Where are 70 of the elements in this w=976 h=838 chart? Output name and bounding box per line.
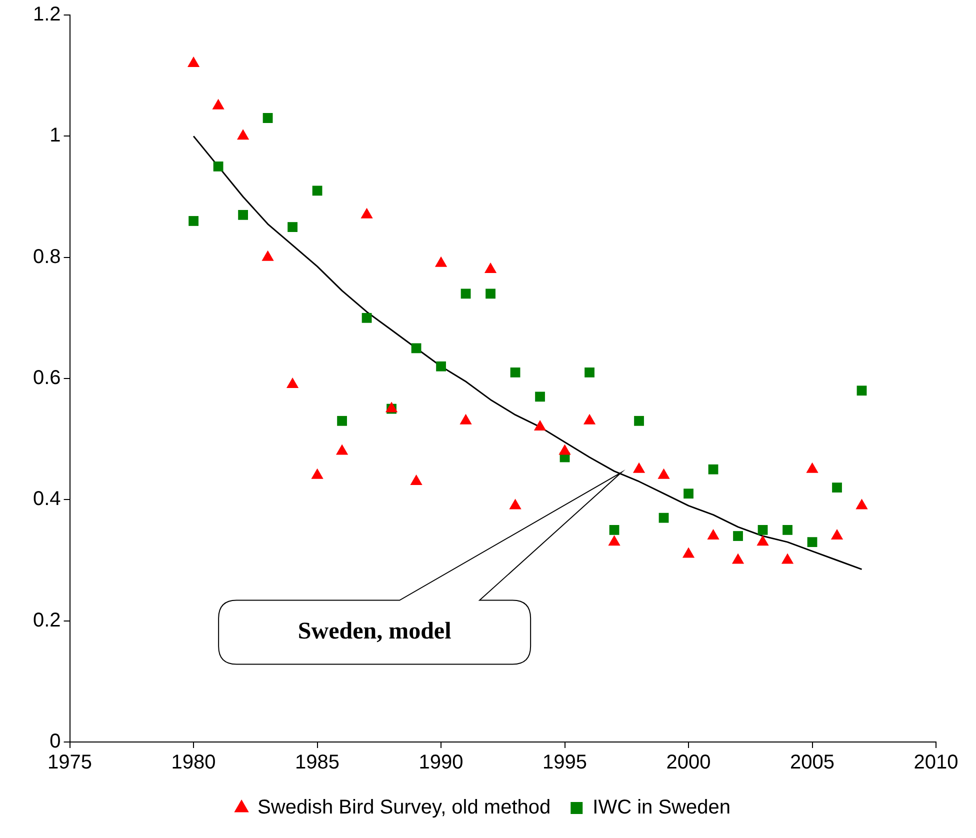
point bbox=[262, 250, 274, 261]
x-tick-label: 2005 bbox=[790, 752, 835, 774]
point bbox=[832, 482, 842, 492]
legend-label: IWC in Sweden bbox=[592, 796, 730, 819]
point bbox=[658, 468, 670, 479]
point bbox=[286, 378, 299, 388]
point bbox=[584, 367, 594, 378]
point bbox=[634, 416, 644, 426]
x-tick-label: 1980 bbox=[171, 752, 216, 774]
y-tick-label: 0 bbox=[50, 730, 61, 753]
point bbox=[288, 222, 298, 232]
point bbox=[583, 414, 596, 424]
legend-label: Swedish Bird Survey, old method bbox=[258, 796, 551, 819]
point bbox=[434, 256, 448, 267]
point bbox=[337, 416, 347, 426]
annotation: Sweden, model bbox=[298, 618, 452, 644]
point bbox=[682, 547, 695, 558]
x-tick-label: 2010 bbox=[914, 752, 958, 774]
point bbox=[312, 186, 322, 196]
y-tick-label: 1 bbox=[50, 124, 61, 147]
point bbox=[311, 468, 324, 479]
y-tick-label: 0.8 bbox=[32, 246, 61, 268]
point bbox=[410, 474, 422, 485]
point bbox=[658, 512, 669, 523]
point bbox=[238, 210, 248, 220]
point bbox=[684, 488, 694, 499]
point bbox=[558, 444, 571, 455]
point bbox=[460, 288, 471, 299]
point bbox=[609, 525, 620, 535]
point bbox=[806, 462, 818, 473]
point bbox=[213, 162, 224, 172]
point bbox=[236, 129, 250, 140]
x-tick-label: 1985 bbox=[295, 752, 340, 774]
x-tick-label: 1990 bbox=[418, 752, 464, 774]
y-tick-label: 1.2 bbox=[32, 4, 61, 26]
point bbox=[360, 208, 373, 218]
y-tick-label: 0.2 bbox=[32, 609, 61, 632]
point bbox=[733, 531, 743, 541]
point bbox=[460, 414, 472, 424]
point bbox=[411, 343, 422, 354]
point bbox=[362, 312, 372, 323]
x-tick-label: 2000 bbox=[666, 752, 711, 774]
point bbox=[336, 444, 348, 455]
point bbox=[632, 462, 646, 473]
point bbox=[758, 525, 768, 535]
point bbox=[484, 262, 497, 273]
point bbox=[781, 553, 794, 564]
point bbox=[732, 553, 744, 564]
point bbox=[212, 98, 224, 110]
point bbox=[807, 537, 818, 548]
point bbox=[262, 113, 273, 123]
y-tick-label: 0.4 bbox=[32, 488, 61, 510]
x-tick-label: 1975 bbox=[48, 752, 92, 774]
point bbox=[830, 529, 844, 540]
point bbox=[510, 367, 520, 378]
point bbox=[707, 529, 720, 540]
point bbox=[188, 216, 198, 226]
point bbox=[509, 498, 522, 510]
point bbox=[708, 464, 718, 474]
point bbox=[756, 535, 769, 546]
point bbox=[436, 361, 446, 372]
point bbox=[856, 386, 867, 396]
point bbox=[856, 498, 868, 510]
point bbox=[534, 420, 546, 430]
point bbox=[535, 392, 545, 402]
point bbox=[782, 525, 792, 535]
point bbox=[608, 535, 620, 546]
point bbox=[486, 288, 496, 299]
y-tick-label: 0.6 bbox=[32, 367, 61, 390]
x-tick-label: 1995 bbox=[542, 752, 588, 774]
